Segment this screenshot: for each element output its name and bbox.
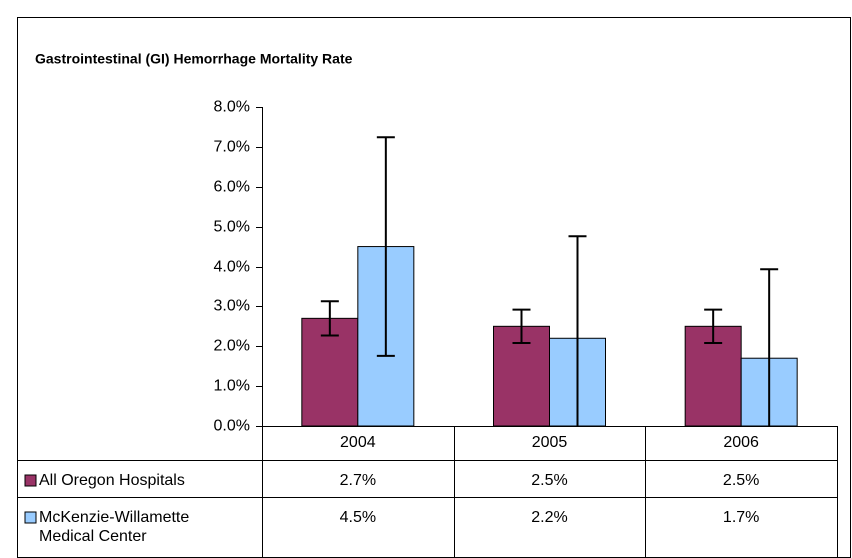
legend-label-box: All Oregon Hospitals	[39, 472, 185, 489]
y-tick-label: 6.0%	[214, 179, 250, 196]
legend-key	[24, 474, 37, 487]
y-tick-label: 1.0%	[214, 378, 250, 395]
table-value: 1.7%	[723, 509, 759, 526]
y-tick-label: 8.0%	[214, 99, 250, 116]
legend-label-box: McKenzie-Willamette Medical Center	[39, 509, 190, 545]
y-tick-label: 5.0%	[214, 219, 250, 236]
error-bar	[320, 300, 339, 337]
chart-title: Gastrointestinal (GI) Hemorrhage Mortali…	[35, 51, 353, 67]
error-bar	[376, 136, 395, 357]
table-value: 2.5%	[531, 472, 567, 489]
table-value: 2.2%	[531, 509, 567, 526]
y-tick-label: 2.0%	[214, 338, 250, 355]
table-value: 2.7%	[340, 472, 376, 489]
table-value: 4.5%	[340, 509, 376, 526]
x-tick-label: 2006	[723, 434, 759, 451]
legend-key	[24, 511, 37, 524]
error-bar	[704, 308, 723, 345]
error-bar	[512, 308, 531, 345]
error-bar	[760, 268, 779, 426]
legend-label: All Oregon Hospitals	[39, 472, 185, 489]
error-bar	[568, 235, 587, 426]
table-value: 2.5%	[723, 472, 759, 489]
x-tick-label: 2005	[532, 434, 568, 451]
y-tick-label: 7.0%	[214, 139, 250, 156]
y-tick-label: 4.0%	[214, 259, 250, 276]
legend-label: McKenzie-Willamette Medical Center	[39, 509, 190, 545]
y-tick-label: 3.0%	[214, 298, 250, 315]
x-tick-label: 2004	[340, 434, 376, 451]
chart-border	[17, 17, 851, 558]
y-tick-label: 0.0%	[214, 418, 250, 435]
